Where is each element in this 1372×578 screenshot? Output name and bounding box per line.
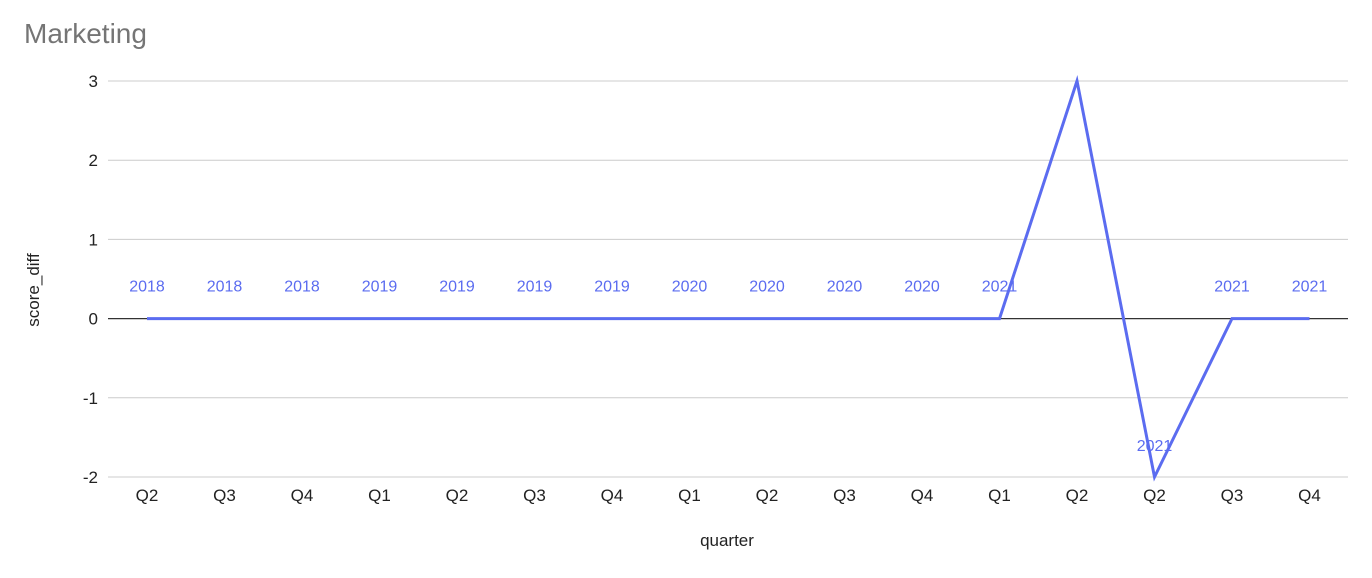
year-data-label: 2021 xyxy=(982,279,1018,296)
x-tick-label: Q2 xyxy=(136,486,159,505)
y-tick-label: 1 xyxy=(89,230,98,249)
year-data-label: 2018 xyxy=(284,279,320,296)
series-line-path xyxy=(147,75,1310,482)
year-data-label: 2021 xyxy=(1214,279,1250,296)
y-tick-label: 3 xyxy=(89,72,98,91)
y-tick-label: -2 xyxy=(83,468,98,487)
x-tick-label: Q1 xyxy=(368,486,391,505)
x-axis-title: quarter xyxy=(700,531,754,550)
x-tick-label: Q4 xyxy=(911,486,934,505)
year-data-label: 2018 xyxy=(207,279,243,296)
year-data-label: 2019 xyxy=(594,279,630,296)
year-data-label: 2019 xyxy=(517,279,553,296)
x-tick-label: Q2 xyxy=(1143,486,1166,505)
y-axis-title: score_diff xyxy=(24,253,43,327)
year-data-label: 2018 xyxy=(129,279,165,296)
year-data-label: 2021 xyxy=(1292,279,1328,296)
x-tick-label: Q2 xyxy=(756,486,779,505)
year-data-label: 2021 xyxy=(1137,438,1173,455)
x-tick-label: Q3 xyxy=(833,486,856,505)
year-data-label: 2020 xyxy=(904,279,940,296)
year-data-label: 2019 xyxy=(362,279,398,296)
y-tick-label: 0 xyxy=(89,310,98,329)
x-tick-label: Q4 xyxy=(291,486,314,505)
year-data-label: 2020 xyxy=(749,279,785,296)
x-tick-label: Q1 xyxy=(678,486,701,505)
x-tick-label: Q1 xyxy=(988,486,1011,505)
year-data-label: 2020 xyxy=(672,279,708,296)
chart-title: Marketing xyxy=(24,18,147,49)
data-labels: 2018 2018 2018 2019 2019 2019 2019 2020 2020 2020… xyxy=(129,279,1327,455)
x-tick-label: Q4 xyxy=(601,486,624,505)
x-tick-label: Q2 xyxy=(1066,486,1089,505)
x-tick-label: Q3 xyxy=(523,486,546,505)
y-axis-ticks: -2 -1 0 1 2 3 xyxy=(83,72,98,487)
x-tick-label: Q2 xyxy=(446,486,469,505)
series-line xyxy=(147,75,1310,482)
y-tick-label: -1 xyxy=(83,389,98,408)
x-tick-label: Q3 xyxy=(213,486,236,505)
year-data-label: 2019 xyxy=(439,279,475,296)
year-data-label: 2020 xyxy=(827,279,863,296)
x-tick-label: Q4 xyxy=(1298,486,1321,505)
x-axis-ticks: Q2 Q3 Q4 Q1 Q2 Q3 Q4 Q1 Q2 Q3 Q4 Q1 Q2 Q2 Q3 Q4 xyxy=(136,486,1321,505)
y-tick-label: 2 xyxy=(89,151,98,170)
x-tick-label: Q3 xyxy=(1221,486,1244,505)
